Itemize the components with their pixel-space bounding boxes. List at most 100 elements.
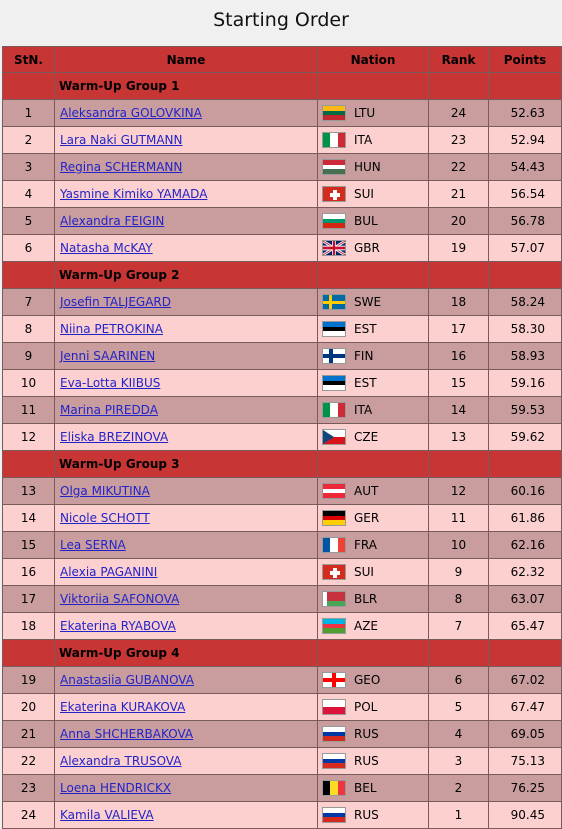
points-value: 60.16: [488, 477, 562, 505]
start-number: 15: [2, 531, 55, 559]
start-number: 24: [2, 801, 55, 829]
start-number: 1: [2, 99, 55, 127]
flag-est-icon: [322, 375, 346, 391]
flag-ger-icon: [322, 510, 346, 526]
flag-aut-icon: [322, 483, 346, 499]
skater-name-link[interactable]: Ekaterina RYABOVA: [60, 619, 176, 633]
start-number: 12: [2, 423, 55, 451]
rank-value: 5: [428, 693, 489, 721]
group-filler: [488, 261, 562, 289]
table-row: 6 Natasha McKAY GBR 19 57.07: [2, 234, 562, 262]
group-stn-cell: [2, 450, 55, 478]
skater-name-cell: Natasha McKAY: [54, 234, 318, 262]
skater-name-link[interactable]: Alexandra FEIGIN: [60, 214, 165, 228]
flag-aze-icon: [322, 618, 346, 634]
rank-value: 16: [428, 342, 489, 370]
skater-name-cell: Yasmine Kimiko YAMADA: [54, 180, 318, 208]
flag-rus-icon: [322, 807, 346, 823]
skater-name-link[interactable]: Anna SHCHERBAKOVA: [60, 727, 194, 741]
page-title: Starting Order: [213, 9, 349, 31]
group-filler: [317, 72, 429, 100]
flag-cze-icon: [322, 429, 346, 445]
skater-name-link[interactable]: Natasha McKAY: [60, 241, 153, 255]
skater-name-link[interactable]: Lea SERNA: [60, 538, 126, 552]
rank-value: 21: [428, 180, 489, 208]
nation-cell: EST: [317, 369, 429, 397]
table-row: 4 Yasmine Kimiko YAMADA SUI 21 56.54: [2, 180, 562, 208]
nation-cell: RUS: [317, 720, 429, 748]
table-header-row: StN. Name Nation Rank Points: [2, 46, 562, 73]
nation-code: BLR: [354, 592, 378, 606]
nation-cell: SUI: [317, 558, 429, 586]
skater-name-link[interactable]: Regina SCHERMANN: [60, 160, 183, 174]
skater-name-cell: Nicole SCHOTT: [54, 504, 318, 532]
skater-name-link[interactable]: Kamila VALIEVA: [60, 808, 154, 822]
table-row: 23 Loena HENDRICKX BEL 2 76.25: [2, 774, 562, 802]
skater-name-link[interactable]: Eliska BREZINOVA: [60, 430, 169, 444]
group-label: Warm-Up Group 3: [54, 450, 318, 478]
skater-name-link[interactable]: Ekaterina KURAKOVA: [60, 700, 186, 714]
nation-code: BEL: [354, 781, 377, 795]
table-row: 2 Lara Naki GUTMANN ITA 23 52.94: [2, 126, 562, 154]
points-value: 56.54: [488, 180, 562, 208]
group-filler: [317, 639, 429, 667]
group-filler: [488, 639, 562, 667]
skater-name-link[interactable]: Jenni SAARINEN: [60, 349, 156, 363]
table-row: 15 Lea SERNA FRA 10 62.16: [2, 531, 562, 559]
table-row: 11 Marina PIREDDA ITA 14 59.53: [2, 396, 562, 424]
nation-code: GEO: [354, 673, 381, 687]
table-row: 8 Niina PETROKINA EST 17 58.30: [2, 315, 562, 343]
skater-name-cell: Viktoriia SAFONOVA: [54, 585, 318, 613]
skater-name-link[interactable]: Marina PIREDDA: [60, 403, 158, 417]
skater-name-link[interactable]: Olga MIKUTINA: [60, 484, 150, 498]
nation-code: AZE: [354, 619, 379, 633]
skater-name-link[interactable]: Eva-Lotta KIIBUS: [60, 376, 161, 390]
points-value: 63.07: [488, 585, 562, 613]
group-label: Warm-Up Group 2: [54, 261, 318, 289]
points-value: 52.94: [488, 126, 562, 154]
start-number: 9: [2, 342, 55, 370]
skater-name-link[interactable]: Lara Naki GUTMANN: [60, 133, 183, 147]
skater-name-link[interactable]: Niina PETROKINA: [60, 322, 163, 336]
skater-name-link[interactable]: Aleksandra GOLOVKINA: [60, 106, 202, 120]
nation-cell: BEL: [317, 774, 429, 802]
table-row: 22 Alexandra TRUSOVA RUS 3 75.13: [2, 747, 562, 775]
nation-cell: BUL: [317, 207, 429, 235]
table-row: 24 Kamila VALIEVA RUS 1 90.45: [2, 801, 562, 829]
flag-bel-icon: [322, 780, 346, 796]
start-number: 5: [2, 207, 55, 235]
skater-name-link[interactable]: Anastasiia GUBANOVA: [60, 673, 194, 687]
skater-name-link[interactable]: Viktoriia SAFONOVA: [60, 592, 180, 606]
skater-name-link[interactable]: Alexia PAGANINI: [60, 565, 158, 579]
header-points: Points: [488, 46, 562, 73]
points-value: 69.05: [488, 720, 562, 748]
header-nation: Nation: [317, 46, 429, 73]
group-label: Warm-Up Group 4: [54, 639, 318, 667]
skater-name-link[interactable]: Yasmine Kimiko YAMADA: [60, 187, 208, 201]
skater-name-cell: Anastasiia GUBANOVA: [54, 666, 318, 694]
nation-cell: GER: [317, 504, 429, 532]
start-number: 2: [2, 126, 55, 154]
nation-code: FIN: [354, 349, 374, 363]
skater-name-link[interactable]: Loena HENDRICKX: [60, 781, 172, 795]
nation-cell: RUS: [317, 801, 429, 829]
flag-fin-icon: [322, 348, 346, 364]
rank-value: 15: [428, 369, 489, 397]
points-value: 58.30: [488, 315, 562, 343]
group-filler: [317, 261, 429, 289]
start-number: 18: [2, 612, 55, 640]
skater-name-link[interactable]: Alexandra TRUSOVA: [60, 754, 182, 768]
flag-pol-icon: [322, 699, 346, 715]
skater-name-link[interactable]: Josefin TALJEGARD: [60, 295, 171, 309]
skater-name-cell: Anna SHCHERBAKOVA: [54, 720, 318, 748]
nation-code: SUI: [354, 187, 374, 201]
nation-code: GER: [354, 511, 380, 525]
skater-name-link[interactable]: Nicole SCHOTT: [60, 511, 150, 525]
nation-code: SWE: [354, 295, 382, 309]
start-number: 19: [2, 666, 55, 694]
skater-name-cell: Eliska BREZINOVA: [54, 423, 318, 451]
points-value: 76.25: [488, 774, 562, 802]
skater-name-cell: Marina PIREDDA: [54, 396, 318, 424]
group-filler: [428, 450, 489, 478]
skater-name-cell: Jenni SAARINEN: [54, 342, 318, 370]
